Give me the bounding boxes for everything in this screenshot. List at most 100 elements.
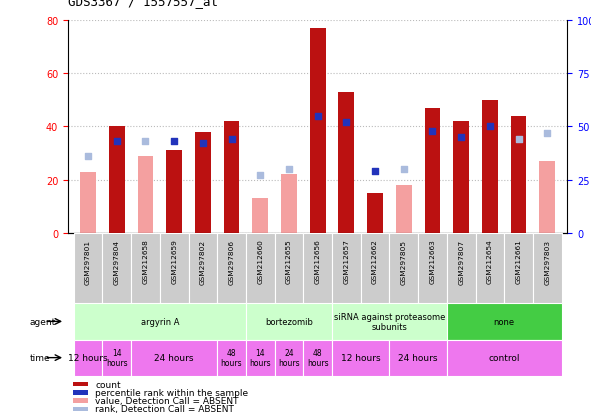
FancyBboxPatch shape [275, 233, 303, 304]
Point [227, 136, 236, 143]
FancyBboxPatch shape [74, 233, 102, 304]
Point [485, 124, 495, 131]
Text: value, Detection Call = ABSENT: value, Detection Call = ABSENT [95, 396, 239, 405]
Text: GSM297805: GSM297805 [401, 239, 407, 284]
Text: 48
hours: 48 hours [307, 348, 329, 368]
Text: siRNA against proteasome
subunits: siRNA against proteasome subunits [334, 312, 445, 331]
Text: bortezomib: bortezomib [265, 317, 313, 326]
FancyBboxPatch shape [246, 304, 332, 339]
Text: agent: agent [30, 317, 56, 326]
Point [170, 139, 179, 145]
Point [371, 169, 380, 175]
Text: 48
hours: 48 hours [221, 348, 242, 368]
Text: GSM212662: GSM212662 [372, 239, 378, 284]
FancyBboxPatch shape [217, 339, 246, 376]
Point [399, 166, 408, 173]
Text: GSM297806: GSM297806 [229, 239, 235, 284]
FancyBboxPatch shape [74, 339, 102, 376]
Bar [80, 172, 96, 233]
Text: none: none [493, 317, 515, 326]
FancyBboxPatch shape [389, 233, 418, 304]
Text: control: control [489, 353, 520, 362]
Point [255, 173, 265, 179]
Text: 12 hours: 12 hours [341, 353, 381, 362]
Bar [73, 398, 88, 403]
Point [284, 166, 294, 173]
Point [83, 154, 93, 160]
FancyBboxPatch shape [447, 304, 561, 339]
Bar [281, 175, 297, 233]
Bar [453, 122, 469, 233]
FancyBboxPatch shape [131, 233, 160, 304]
FancyBboxPatch shape [189, 233, 217, 304]
Text: GSM212655: GSM212655 [286, 239, 292, 284]
Point [514, 136, 523, 143]
Bar [73, 406, 88, 411]
Text: 12 hours: 12 hours [68, 353, 108, 362]
Text: GSM297802: GSM297802 [200, 239, 206, 284]
Bar [138, 156, 153, 233]
Bar [424, 108, 440, 233]
FancyBboxPatch shape [533, 233, 561, 304]
Point [141, 139, 150, 145]
FancyBboxPatch shape [246, 339, 275, 376]
Text: percentile rank within the sample: percentile rank within the sample [95, 388, 249, 397]
Text: GDS3367 / 1557557_at: GDS3367 / 1557557_at [68, 0, 218, 8]
Text: GSM297801: GSM297801 [85, 239, 91, 284]
Text: GSM212656: GSM212656 [314, 239, 321, 284]
FancyBboxPatch shape [160, 233, 189, 304]
Bar [109, 127, 125, 233]
Text: GSM297807: GSM297807 [458, 239, 464, 284]
FancyBboxPatch shape [418, 233, 447, 304]
Point [456, 134, 466, 141]
FancyBboxPatch shape [217, 233, 246, 304]
FancyBboxPatch shape [246, 233, 275, 304]
Text: time: time [30, 353, 50, 362]
FancyBboxPatch shape [303, 339, 332, 376]
Text: 24
hours: 24 hours [278, 348, 300, 368]
Text: 14
hours: 14 hours [249, 348, 271, 368]
Text: count: count [95, 380, 121, 389]
Text: GSM212658: GSM212658 [142, 239, 148, 284]
FancyBboxPatch shape [303, 233, 332, 304]
Bar [223, 122, 239, 233]
Text: GSM212660: GSM212660 [257, 239, 263, 284]
FancyBboxPatch shape [102, 339, 131, 376]
Bar [339, 93, 354, 233]
Point [313, 113, 323, 120]
Text: 24 hours: 24 hours [398, 353, 438, 362]
FancyBboxPatch shape [332, 304, 447, 339]
FancyBboxPatch shape [447, 339, 561, 376]
Text: GSM212663: GSM212663 [430, 239, 436, 284]
Point [198, 141, 207, 147]
Text: GSM297803: GSM297803 [544, 239, 550, 284]
Bar [482, 100, 498, 233]
FancyBboxPatch shape [131, 339, 217, 376]
FancyBboxPatch shape [476, 233, 504, 304]
Text: 24 hours: 24 hours [154, 353, 194, 362]
FancyBboxPatch shape [102, 233, 131, 304]
Point [342, 119, 351, 126]
FancyBboxPatch shape [504, 233, 533, 304]
Bar [540, 161, 555, 233]
Bar [396, 185, 412, 233]
Text: GSM212657: GSM212657 [343, 239, 349, 284]
Text: GSM297804: GSM297804 [113, 239, 120, 284]
Point [112, 139, 122, 145]
Bar [195, 132, 211, 233]
Bar [73, 390, 88, 395]
FancyBboxPatch shape [389, 339, 447, 376]
Bar [511, 116, 527, 233]
Bar [252, 199, 268, 233]
Point [428, 128, 437, 135]
Bar [166, 151, 182, 233]
Text: rank, Detection Call = ABSENT: rank, Detection Call = ABSENT [95, 404, 234, 413]
Bar [310, 28, 326, 233]
Text: GSM212654: GSM212654 [487, 239, 493, 284]
FancyBboxPatch shape [332, 233, 361, 304]
FancyBboxPatch shape [361, 233, 389, 304]
Text: GSM212659: GSM212659 [171, 239, 177, 284]
FancyBboxPatch shape [332, 339, 389, 376]
FancyBboxPatch shape [447, 233, 476, 304]
Text: argyrin A: argyrin A [141, 317, 179, 326]
